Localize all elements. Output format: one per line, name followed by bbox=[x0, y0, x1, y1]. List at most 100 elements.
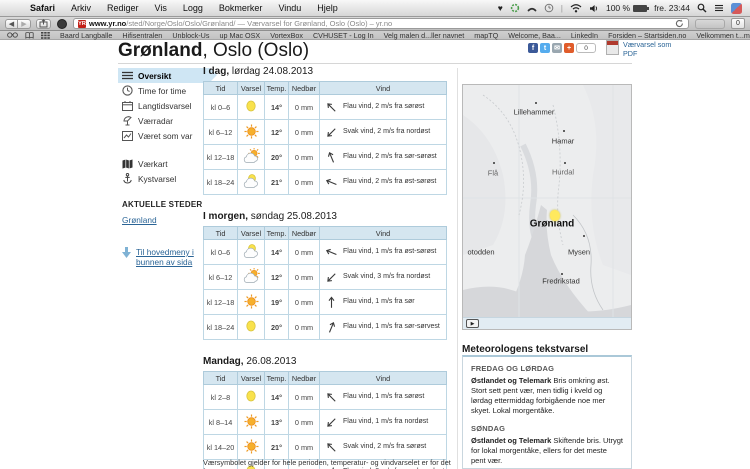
cell-symbol bbox=[237, 169, 265, 195]
extension-icon[interactable] bbox=[57, 18, 67, 29]
wifi-icon[interactable] bbox=[570, 3, 582, 13]
bookmark-item[interactable]: up Mac OSX bbox=[219, 30, 261, 40]
wind-description: Flau vind, 2 m/s fra øst-sørøst bbox=[343, 178, 437, 186]
menu-hjelp[interactable]: Hjelp bbox=[317, 2, 338, 13]
phone-icon[interactable] bbox=[527, 4, 537, 13]
wind-wrap: Svak vind, 3 m/s fra nordøst bbox=[325, 271, 446, 284]
forecast-row: kl 8–14 13° 0 mm Flau vind, 1 m/s fra nordø… bbox=[203, 409, 447, 435]
clock-icon bbox=[122, 85, 133, 96]
cell-symbol bbox=[237, 409, 265, 435]
menubar-app-icon[interactable] bbox=[731, 2, 742, 14]
bookmark-item[interactable]: Forsiden – Startsiden.no bbox=[608, 30, 687, 40]
bookmark-item[interactable]: LinkedIn bbox=[570, 30, 599, 40]
heart-icon[interactable]: ♥ bbox=[497, 3, 503, 13]
cell-precipitation: 0 mm bbox=[288, 384, 320, 410]
address-bar[interactable]: YR www.yr.no /sted/Norge/Oslo/Oslo/Grønl… bbox=[73, 18, 689, 29]
column-header: Nedbør bbox=[288, 226, 320, 240]
page-title: Grønland, Oslo (Oslo) bbox=[118, 40, 309, 62]
bookmark-item[interactable]: VortexBox bbox=[270, 30, 303, 40]
twitter-icon[interactable]: t bbox=[540, 43, 550, 53]
forecast-row: kl 18–24 20° 0 mm Flau vind, 1 m/s fra sør-… bbox=[203, 314, 447, 340]
share-button[interactable] bbox=[36, 18, 51, 29]
menu-rediger[interactable]: Rediger bbox=[107, 2, 139, 13]
textforecast-box: FREDAG OG LØRDAG Østlandet og Telemark Br… bbox=[462, 355, 632, 469]
menu-safari[interactable]: Safari bbox=[30, 2, 56, 13]
map-play-button[interactable]: ▶ bbox=[466, 319, 479, 328]
sidebar-place-link[interactable]: Grønland bbox=[122, 215, 157, 225]
bookmark-item[interactable]: CVHUSET - Log In bbox=[312, 30, 374, 40]
map-dot bbox=[564, 162, 566, 164]
menu-logg[interactable]: Logg bbox=[182, 2, 203, 13]
top-sites-icon[interactable] bbox=[41, 31, 50, 39]
disabled-extension-button[interactable] bbox=[695, 18, 725, 29]
cell-precipitation: 0 mm bbox=[288, 289, 320, 315]
sidebar-item-kystvarsel[interactable]: Kystvarsel bbox=[118, 171, 210, 186]
cell-time: kl 12–18 bbox=[203, 289, 238, 315]
menu-arkiv[interactable]: Arkiv bbox=[71, 2, 92, 13]
cell-wind: Svak vind, 2 m/s fra nordøst bbox=[319, 119, 447, 145]
facebook-icon[interactable]: f bbox=[528, 43, 538, 53]
sharethis-icon[interactable]: + bbox=[564, 43, 574, 53]
cell-temperature: 14° bbox=[264, 94, 289, 120]
sidebar-item-oversikt[interactable]: Oversikt bbox=[118, 68, 217, 83]
map-canvas[interactable]: Lillehammer Hamar Flå Hurdal Grønland otodden… bbox=[463, 85, 631, 317]
menu-bokmerker[interactable]: Bokmerker bbox=[218, 2, 263, 13]
cell-time: kl 0–6 bbox=[203, 239, 238, 265]
sidebar-bottom-link[interactable]: Til hovedmeny i bunnen av sida bbox=[122, 247, 202, 268]
cell-symbol bbox=[237, 264, 265, 290]
volume-icon[interactable] bbox=[589, 4, 599, 13]
menu-vis[interactable]: Vis bbox=[154, 2, 167, 13]
bookmark-item[interactable]: Hifisentralen bbox=[122, 30, 163, 40]
map-background bbox=[463, 85, 631, 317]
mooncloud-weather-icon bbox=[242, 173, 261, 190]
forecast-header-row: Tid Varsel Temp. Nedbør Vind bbox=[203, 371, 447, 385]
bookmark-item[interactable]: Welcome, Baa... bbox=[508, 30, 561, 40]
sidebar-item-time-for-time[interactable]: Time for time bbox=[118, 83, 210, 98]
cell-precipitation: 0 mm bbox=[288, 314, 320, 340]
cell-symbol bbox=[237, 144, 265, 170]
bookmark-item[interactable]: mapTQ bbox=[474, 30, 499, 40]
blocker-count-badge[interactable]: 0 bbox=[731, 18, 745, 29]
column-header: Temp. bbox=[264, 371, 289, 385]
pdf-link-label[interactable]: Værvarsel som PDF bbox=[623, 40, 672, 58]
cell-symbol bbox=[237, 94, 265, 120]
map-location-marker bbox=[550, 210, 560, 221]
back-button[interactable]: ◀ bbox=[5, 18, 18, 29]
forecast-row: kl 6–12 12° 0 mm Svak vind, 3 m/s fra nordø… bbox=[203, 264, 447, 290]
cell-precipitation: 0 mm bbox=[288, 169, 320, 195]
cell-wind: Flau vind, 2 m/s fra sørøst bbox=[319, 94, 447, 120]
cell-symbol bbox=[237, 434, 265, 460]
map-label-fredrikstad: Fredrikstad bbox=[542, 276, 580, 286]
forecast-section-text: Østlandet og Telemark Bris omkring øst. … bbox=[471, 376, 610, 416]
forward-button[interactable]: ▶ bbox=[18, 18, 31, 29]
reload-icon[interactable] bbox=[675, 19, 684, 28]
map-dot bbox=[493, 162, 495, 164]
spotlight-icon[interactable] bbox=[697, 3, 707, 13]
wind-arrow-icon bbox=[325, 178, 337, 185]
sidebar-item-v-rradar[interactable]: Værradar bbox=[118, 113, 210, 128]
wind-arrow-icon bbox=[327, 127, 336, 137]
battery-indicator[interactable]: 100 % bbox=[605, 3, 650, 13]
menubar-clock[interactable]: fre. 23:44 bbox=[654, 3, 690, 13]
mail-icon[interactable]: ✉ bbox=[552, 43, 562, 53]
reading-list-icon[interactable] bbox=[7, 32, 18, 38]
clock-status-icon[interactable] bbox=[544, 3, 554, 13]
battery-percent: 100 % bbox=[605, 3, 631, 13]
forecast-row: kl 14–20 21° 0 mm Svak vind, 2 m/s fra sørø… bbox=[203, 434, 447, 460]
sidebar-item-v-rkart[interactable]: Værkart bbox=[118, 156, 210, 171]
bookmark-item[interactable]: Baard Langballe bbox=[60, 30, 113, 40]
sidebar-bottom-label[interactable]: Til hovedmeny i bunnen av sida bbox=[136, 247, 194, 268]
wind-wrap: Flau vind, 1 m/s fra sør-sørvest bbox=[325, 321, 446, 334]
notification-center-icon[interactable] bbox=[714, 4, 724, 13]
bookmark-item[interactable]: Velg malen d...ller navnet bbox=[383, 30, 465, 40]
sidebar-item-v-ret-som-var[interactable]: Været som var bbox=[118, 128, 210, 143]
bookmarks-book-icon[interactable] bbox=[25, 31, 34, 39]
battery-icon bbox=[633, 4, 650, 12]
map-label-mysen: Mysen bbox=[567, 247, 591, 257]
sync-icon[interactable] bbox=[510, 3, 520, 13]
bookmark-item[interactable]: Velkommen t...mallansen bbox=[696, 30, 750, 40]
menu-vindu[interactable]: Vindu bbox=[278, 2, 302, 13]
pdf-download[interactable]: Værvarsel som PDF bbox=[606, 40, 675, 58]
sidebar-item-langtidsvarsel[interactable]: Langtidsvarsel bbox=[118, 98, 210, 113]
bookmark-item[interactable]: Unblock-Us bbox=[172, 30, 210, 40]
